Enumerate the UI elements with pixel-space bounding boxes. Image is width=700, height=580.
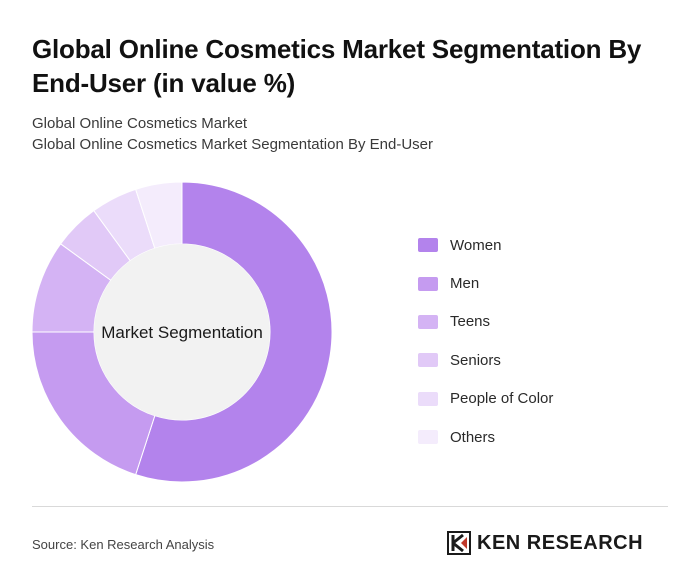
legend-swatch bbox=[418, 276, 438, 291]
center-label: Market Segmentation bbox=[101, 323, 263, 342]
ken-research-logo-icon bbox=[447, 531, 471, 555]
donut-center bbox=[94, 244, 270, 420]
chart-title: Global Online Cosmetics Market Segmentat… bbox=[32, 34, 642, 98]
legend-label: Teens bbox=[450, 313, 491, 331]
slice-women[interactable] bbox=[135, 181, 333, 483]
legend-item-seniors[interactable]: Seniors bbox=[418, 341, 553, 379]
legend-swatch bbox=[418, 353, 438, 368]
legend-item-teens[interactable]: Teens bbox=[418, 303, 553, 341]
subtitle-line-1: Global Online Cosmetics Market bbox=[32, 115, 248, 132]
chart-legend: Women Men Teens Seniors People of Color Other… bbox=[418, 226, 553, 456]
legend-swatch bbox=[418, 430, 438, 445]
legend-item-women[interactable]: Women bbox=[418, 226, 553, 264]
chart-subtitle: Global Online Cosmetics Market Global On… bbox=[32, 113, 433, 155]
legend-swatch bbox=[418, 314, 438, 329]
legend-label: Others bbox=[450, 428, 496, 446]
source-note: Source: Ken Research Analysis bbox=[32, 537, 215, 552]
legend-item-people-of-color[interactable]: People of Color bbox=[418, 380, 553, 418]
legend-item-men[interactable]: Men bbox=[418, 264, 553, 302]
legend-item-others[interactable]: Others bbox=[418, 418, 553, 456]
ken-research-logo-text: KEN RESEARCH bbox=[477, 531, 644, 554]
legend-label: Men bbox=[450, 275, 480, 293]
ken-research-logo: KEN RESEARCH bbox=[447, 531, 643, 555]
legend-label: People of Color bbox=[450, 390, 554, 408]
subtitle-line-2: Global Online Cosmetics Market Segmentat… bbox=[32, 136, 434, 153]
legend-swatch bbox=[418, 238, 438, 253]
legend-label: Women bbox=[450, 236, 502, 254]
donut-chart: Market Segmentation bbox=[31, 181, 333, 483]
legend-swatch bbox=[418, 391, 438, 406]
legend-label: Seniors bbox=[450, 351, 501, 369]
footer-divider bbox=[32, 506, 668, 507]
donut-slices bbox=[31, 181, 333, 483]
